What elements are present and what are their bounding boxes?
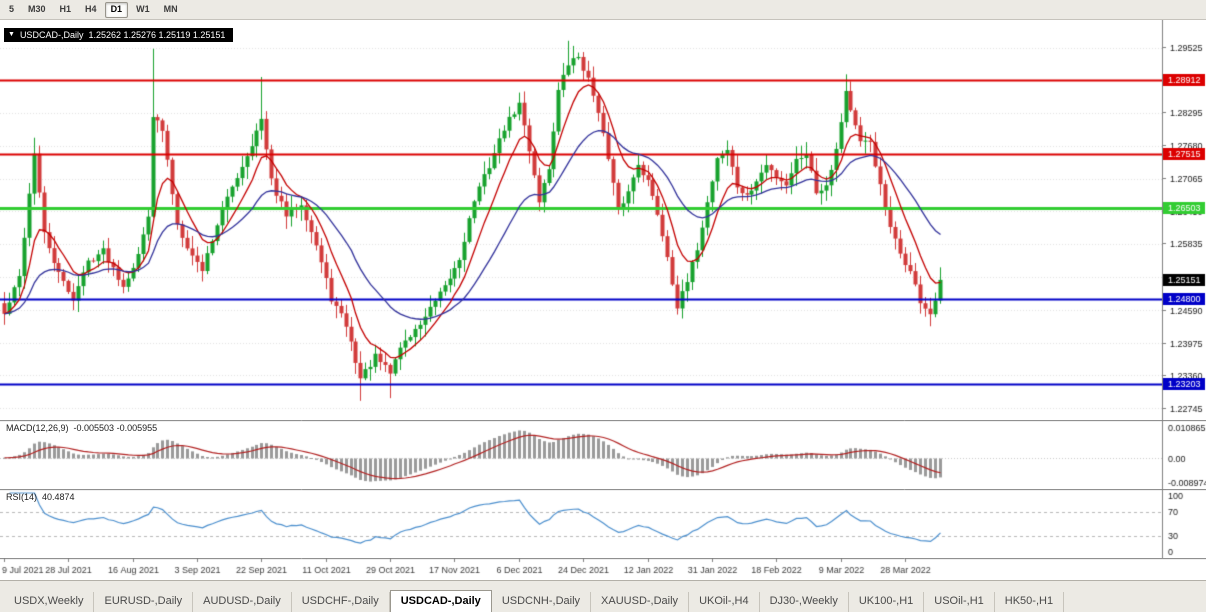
chart-dropdown-icon[interactable]: ▼: [8, 31, 15, 38]
rsi-value: 40.4874: [42, 492, 75, 502]
macd-label: MACD(12,26,9) -0.005503 -0.005955: [6, 423, 157, 433]
timeframe-toolbar: 5 M30 H1 H4 D1 W1 MN: [0, 0, 1206, 20]
symbol-tab-uk100-h1[interactable]: UK100-,H1: [849, 592, 925, 612]
chart-ohlc-values: 1.25262 1.25276 1.25119 1.25151: [88, 29, 226, 40]
symbol-tab-usoil-h1[interactable]: USOil-,H1: [924, 592, 995, 612]
timeframe-button-d1[interactable]: D1: [104, 1, 129, 18]
price-chart-canvas[interactable]: [0, 20, 1206, 420]
symbol-tab-usdcad-daily[interactable]: USDCAD-,Daily: [389, 590, 492, 612]
symbol-tab-dj30-weekly[interactable]: DJ30-,Weekly: [760, 592, 849, 612]
rsi-label: RSI(14) 40.4874: [6, 492, 75, 502]
timeframe-button-h4[interactable]: H4: [85, 3, 97, 14]
symbol-tab-hk50-h1[interactable]: HK50-,H1: [995, 592, 1065, 612]
symbol-tab-ukoil-h4[interactable]: UKOil-,H4: [689, 592, 760, 612]
timeframe-button-5[interactable]: 5: [9, 3, 15, 14]
chart-area: ▼ USDCAD-,Daily 1.25262 1.25276 1.25119 …: [0, 20, 1206, 580]
macd-name: MACD(12,26,9): [6, 423, 69, 433]
time-axis-canvas: [0, 558, 1206, 580]
rsi-name: RSI(14): [6, 492, 38, 502]
symbol-tab-eurusd-daily[interactable]: EURUSD-,Daily: [94, 592, 194, 612]
chart-symbol-period: USDCAD-,Daily: [19, 29, 84, 40]
symbol-tab-audusd-daily[interactable]: AUDUSD-,Daily: [193, 592, 292, 612]
timeframe-button-mn[interactable]: MN: [163, 3, 178, 14]
symbol-tab-usdcnh-daily[interactable]: USDCNH-,Daily: [492, 592, 592, 612]
symbol-tab-usdchf-daily[interactable]: USDCHF-,Daily: [292, 592, 390, 612]
timeframe-button-w1[interactable]: W1: [136, 3, 150, 14]
timeframe-button-h1[interactable]: H1: [59, 3, 72, 14]
chart-title-box: ▼ USDCAD-,Daily 1.25262 1.25276 1.25119 …: [4, 28, 234, 42]
symbol-tab-bar: USDX,Weekly EURUSD-,Daily AUDUSD-,Daily USD…: [0, 580, 1206, 612]
macd-values: -0.005503 -0.005955: [73, 423, 158, 433]
symbol-tab-usdx-weekly[interactable]: USDX,Weekly: [4, 592, 95, 612]
rsi-indicator-canvas[interactable]: [0, 489, 1206, 558]
symbol-tab-xauusd-daily[interactable]: XAUUSD-,Daily: [591, 592, 690, 612]
timeframe-button-m30[interactable]: M30: [28, 3, 46, 14]
macd-indicator-canvas[interactable]: [0, 420, 1206, 489]
